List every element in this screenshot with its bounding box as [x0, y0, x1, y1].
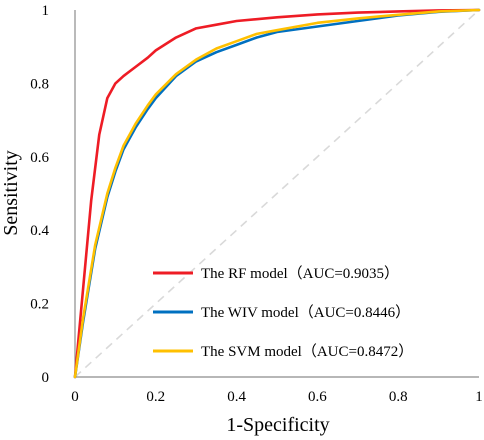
legend-series-name: The RF model: [201, 266, 288, 282]
legend-auc-value: （AUC=0.8446）: [299, 304, 410, 321]
legend: The RF model（AUC=0.9035）The WIV model（AU…: [153, 265, 413, 360]
x-tick-label: 0.2: [146, 389, 165, 405]
x-tick-label: 0.6: [308, 389, 327, 405]
x-axis-ticks: 0 0.2 0.4 0.6 0.8 1: [71, 389, 483, 405]
y-tick-label: 0.2: [30, 297, 49, 313]
y-tick-label: 0.4: [30, 223, 49, 239]
reference-diagonal: [74, 9, 480, 378]
legend-label-3: The SVM model（AUC=0.8472）: [201, 343, 413, 360]
x-tick-label: 0.4: [227, 389, 246, 405]
legend-auc-value: （AUC=0.8472）: [302, 343, 413, 360]
x-tick-label: 1: [475, 389, 483, 405]
plot-area: [73, 8, 481, 379]
legend-series-name: The WIV model: [201, 305, 299, 321]
legend-series-name: The SVM model: [201, 344, 302, 360]
y-tick-label: 1: [42, 3, 50, 19]
legend-label-1: The RF model（AUC=0.9035）: [201, 265, 399, 282]
legend-auc-value: （AUC=0.9035）: [288, 265, 399, 282]
x-tick-label: 0.8: [389, 389, 408, 405]
series-line-1: [73, 8, 481, 379]
y-axis-ticks: 0 0.2 0.4 0.6 0.8 1: [30, 3, 49, 386]
y-tick-label: 0.6: [30, 150, 49, 166]
x-axis-title: 1-Specificity: [226, 414, 329, 436]
x-tick-label: 0: [71, 389, 79, 405]
y-tick-label: 0: [42, 370, 50, 386]
y-axis-title: Sensitivity: [0, 150, 22, 236]
series-line-3: [73, 8, 481, 379]
y-tick-label: 0.8: [30, 76, 49, 92]
legend-label-2: The WIV model（AUC=0.8446）: [201, 304, 410, 321]
